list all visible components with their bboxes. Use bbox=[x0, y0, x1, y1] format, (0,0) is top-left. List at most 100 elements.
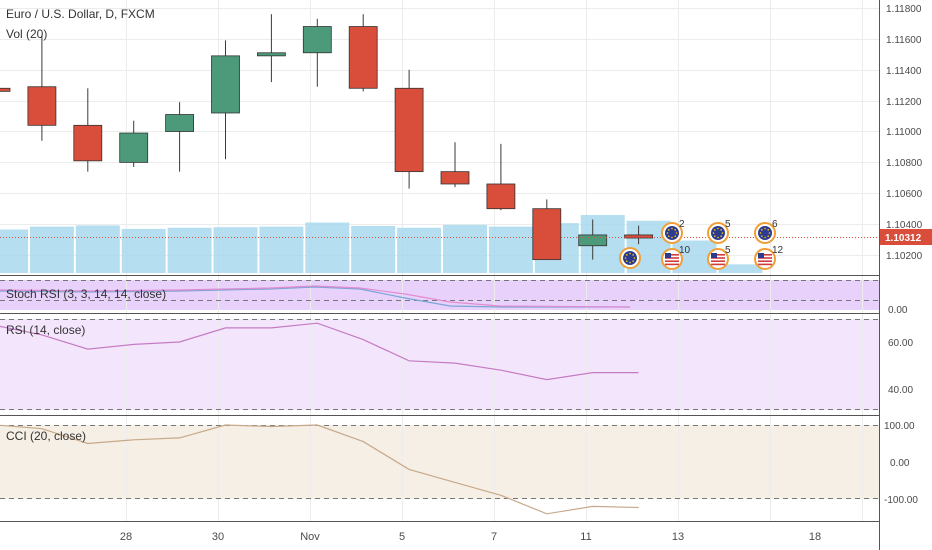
price-axis-tick: 1.10600 bbox=[886, 189, 923, 200]
volume-bar bbox=[718, 264, 763, 273]
candle-body bbox=[302, 26, 332, 54]
euro-star bbox=[633, 257, 636, 259]
pane-backgrounds bbox=[0, 280, 879, 499]
candle-body bbox=[256, 52, 286, 57]
candle-body bbox=[165, 114, 195, 132]
economic-events[interactable]: 2 5 6 10 5 12 bbox=[619, 219, 784, 270]
volume-bar bbox=[259, 226, 304, 273]
euro-star bbox=[767, 229, 769, 231]
euro-star bbox=[768, 232, 771, 234]
symbol-title[interactable]: Euro / U.S. Dollar, D, FXCM bbox=[6, 7, 155, 21]
grid-lines bbox=[0, 0, 879, 521]
euro-star bbox=[629, 261, 631, 264]
time-axis: 28 30 Nov 5 7 11 13 18 bbox=[120, 531, 821, 543]
stoch-k-line bbox=[0, 286, 630, 308]
euro-event-icon[interactable]: 5 bbox=[707, 219, 731, 244]
euro-star bbox=[624, 257, 627, 259]
pane-separators bbox=[0, 0, 880, 550]
stoch-rsi-title[interactable]: Stoch RSI (3, 3, 14, 14, close) bbox=[6, 287, 166, 301]
us-stripe bbox=[711, 263, 725, 266]
us-stripe bbox=[758, 254, 772, 256]
stoch-rsi-lines bbox=[0, 285, 631, 308]
euro-star bbox=[668, 235, 670, 237]
price-axis: 1.11800 1.11600 1.11400 1.11200 1.11000 1.108… bbox=[886, 4, 923, 262]
euro-star bbox=[717, 227, 719, 230]
euro-event-icon[interactable] bbox=[619, 247, 641, 269]
volume-bar bbox=[351, 226, 396, 273]
candle bbox=[211, 40, 240, 160]
current-price-badge bbox=[880, 229, 932, 245]
candle-body bbox=[211, 55, 240, 114]
time-axis-label: Nov bbox=[300, 531, 320, 543]
current-price-value: 1.10312 bbox=[885, 233, 922, 244]
euro-star bbox=[761, 235, 763, 237]
euro-star bbox=[714, 235, 716, 237]
time-axis-label: 28 bbox=[120, 531, 132, 543]
cci-title[interactable]: CCI (20, close) bbox=[6, 429, 86, 443]
us-event-icon[interactable]: 5 bbox=[707, 245, 731, 270]
volume-bar bbox=[213, 227, 258, 273]
euro-star bbox=[674, 235, 676, 237]
candle-body bbox=[119, 132, 149, 163]
candle bbox=[394, 69, 424, 189]
candle bbox=[440, 142, 470, 188]
euro-star bbox=[759, 232, 762, 234]
euro-star bbox=[720, 235, 722, 237]
event-count: 6 bbox=[772, 219, 778, 230]
rsi-axis-tick-60: 60.00 bbox=[888, 338, 913, 349]
candle-body bbox=[440, 171, 470, 185]
candle-body bbox=[624, 234, 653, 239]
us-stripe bbox=[665, 254, 679, 256]
us-stripe bbox=[665, 257, 679, 259]
stoch-axis-tick-0: 0.00 bbox=[888, 305, 908, 316]
us-stripe bbox=[758, 257, 772, 259]
euro-star bbox=[721, 232, 724, 234]
us-stripe bbox=[711, 254, 725, 256]
euro-star bbox=[629, 252, 631, 255]
euro-star bbox=[632, 254, 634, 256]
us-canton bbox=[665, 253, 671, 258]
candlesticks bbox=[0, 14, 653, 261]
price-axis-tick: 1.11200 bbox=[886, 97, 922, 108]
volume-title[interactable]: Vol (20) bbox=[6, 27, 47, 41]
us-event-icon[interactable]: 12 bbox=[754, 245, 784, 270]
candle-body bbox=[578, 234, 608, 247]
price-axis-tick: 1.10400 bbox=[886, 220, 923, 231]
euro-star bbox=[671, 236, 673, 239]
us-stripe bbox=[711, 260, 725, 262]
time-axis-label: 18 bbox=[809, 531, 821, 543]
candle-body bbox=[486, 183, 516, 210]
current-price-tag: 1.10312 bbox=[880, 229, 932, 245]
euro-star bbox=[720, 229, 722, 231]
us-stripe bbox=[758, 263, 772, 266]
candle bbox=[165, 102, 195, 172]
euro-star bbox=[626, 260, 628, 262]
volume-bar bbox=[121, 228, 166, 273]
candle bbox=[256, 14, 286, 83]
us-stripe bbox=[711, 257, 725, 259]
candle bbox=[0, 87, 11, 92]
volume-bar bbox=[0, 229, 28, 273]
event-count: 5 bbox=[725, 245, 731, 256]
cci-line-group bbox=[0, 424, 639, 515]
volume-bar bbox=[488, 226, 533, 273]
us-event-icon[interactable]: 10 bbox=[661, 245, 691, 270]
time-axis-label: 30 bbox=[212, 531, 224, 543]
candle bbox=[348, 14, 378, 92]
rsi-title[interactable]: RSI (14, close) bbox=[6, 323, 85, 337]
euro-event-icon[interactable]: 6 bbox=[754, 219, 778, 244]
euro-star bbox=[764, 236, 766, 239]
cci-axis-tick-0: 0.00 bbox=[890, 458, 910, 469]
euro-event-icon[interactable]: 2 bbox=[661, 219, 685, 244]
volume-bars bbox=[0, 215, 763, 273]
candle-body bbox=[394, 87, 424, 173]
euro-star bbox=[626, 254, 628, 256]
event-count: 12 bbox=[772, 245, 784, 256]
cci-axis-tick-100: 100.00 bbox=[884, 421, 915, 432]
euro-star bbox=[761, 229, 763, 231]
candle bbox=[73, 88, 103, 172]
event-count: 2 bbox=[679, 219, 685, 230]
candle bbox=[532, 199, 562, 261]
us-canton bbox=[711, 253, 717, 258]
